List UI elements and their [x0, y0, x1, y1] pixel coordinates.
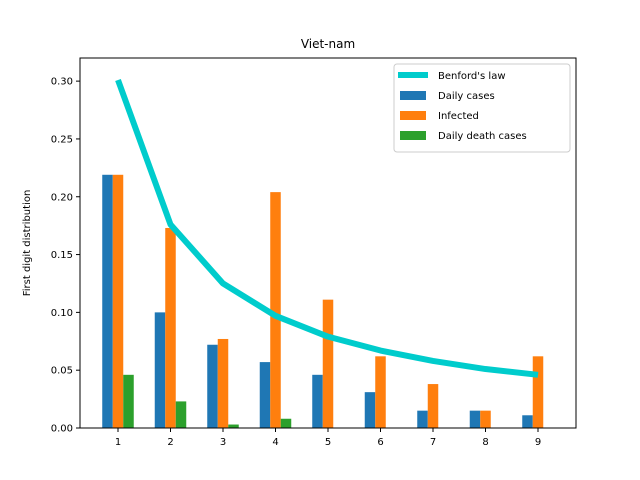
- x-tick-label: 2: [167, 437, 173, 448]
- x-tick-label: 4: [272, 437, 278, 448]
- x-tick-label: 9: [535, 437, 541, 448]
- bar-daily-death-cases-3: [228, 424, 239, 428]
- bar-infected-3: [217, 338, 229, 428]
- bar-daily-cases-1: [102, 174, 113, 428]
- bar-infected-5: [322, 299, 334, 428]
- y-tick-label: 0.00: [51, 424, 73, 435]
- legend-swatch: [400, 91, 426, 100]
- bars-group: [102, 174, 544, 428]
- legend-label: Daily death cases: [438, 131, 527, 142]
- legend-label: Daily cases: [438, 91, 495, 102]
- bar-daily-cases-8: [469, 410, 481, 428]
- bar-infected-2: [165, 227, 176, 428]
- y-tick-label: 0.15: [51, 250, 73, 261]
- x-tick-label: 5: [325, 437, 331, 448]
- legend-frame: [393, 63, 571, 153]
- x-tick-label: 6: [377, 437, 383, 448]
- x-tick-label: 3: [220, 437, 226, 448]
- bar-daily-cases-3: [207, 344, 218, 428]
- bar-daily-death-cases-2: [175, 401, 187, 428]
- legend-swatch: [400, 131, 426, 140]
- bar-daily-cases-6: [364, 392, 376, 428]
- y-tick-label: 0.05: [51, 366, 73, 377]
- bar-infected-1: [112, 174, 124, 428]
- chart-title: Viet-nam: [301, 37, 355, 51]
- y-tick-label: 0.20: [51, 192, 73, 203]
- bar-infected-9: [532, 356, 544, 428]
- legend-label: Infected: [438, 111, 479, 122]
- x-tick-label: 1: [115, 437, 121, 448]
- x-axis: 1 2 3 4 5 6 7 8 9: [115, 428, 541, 448]
- bar-daily-death-cases-1: [123, 374, 134, 428]
- y-tick-label: 0.30: [51, 77, 73, 88]
- bar-daily-cases-2: [154, 312, 166, 428]
- y-axis-label: First digit distribution: [22, 190, 33, 297]
- legend: Benford's law Daily cases Infected Daily de…: [393, 63, 571, 153]
- y-tick-label: 0.10: [51, 308, 73, 319]
- benford-line: [115, 78, 539, 378]
- bar-daily-cases-9: [522, 415, 533, 428]
- bar-infected-8: [480, 410, 491, 428]
- legend-swatch: [400, 111, 426, 120]
- bar-daily-death-cases-4: [280, 418, 292, 428]
- x-tick-label: 7: [430, 437, 436, 448]
- x-tick-label: 8: [482, 437, 488, 448]
- benford-line-group: [115, 78, 539, 378]
- legend-label: Benford's law: [438, 71, 506, 82]
- bar-infected-6: [375, 356, 386, 428]
- bar-infected-4: [270, 192, 281, 428]
- y-axis: 0.00 0.05 0.10 0.15 0.20 0.25 0.30: [51, 77, 80, 435]
- bar-daily-cases-7: [417, 410, 428, 428]
- bar-infected-7: [427, 384, 439, 428]
- bar-daily-cases-5: [312, 374, 323, 428]
- bar-daily-cases-4: [259, 362, 271, 428]
- y-tick-label: 0.25: [51, 134, 73, 145]
